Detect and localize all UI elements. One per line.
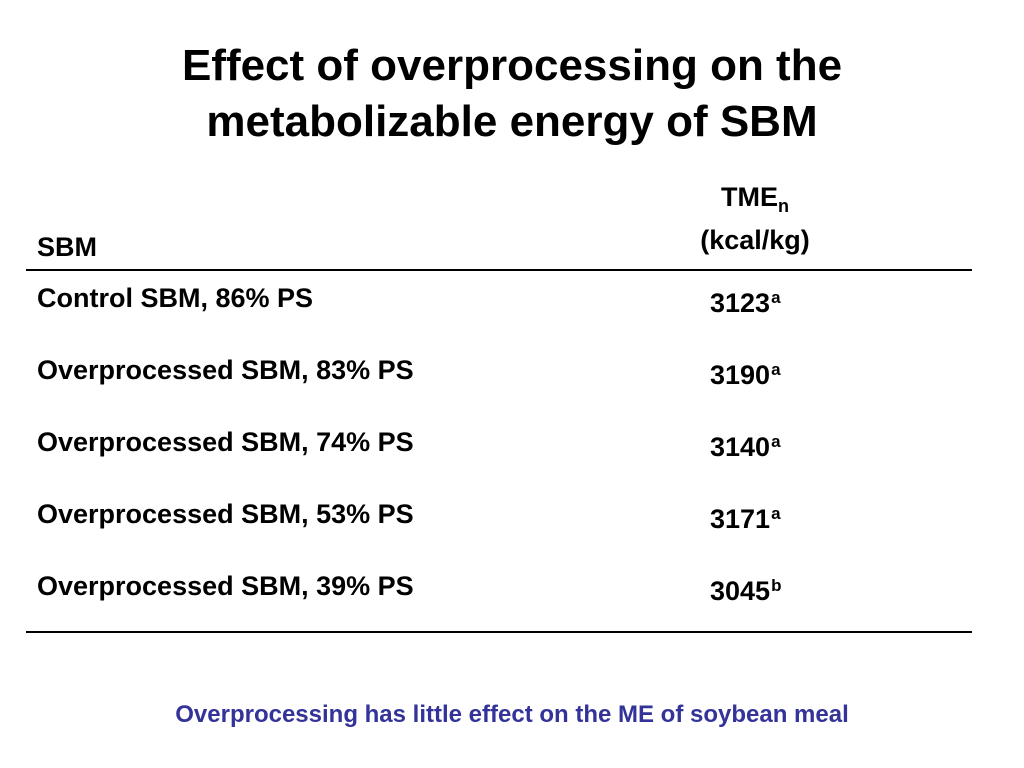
title-line-2: metabolizable energy of SBM <box>206 97 818 146</box>
table-row: Overprocessed SBM, 39% PS 3045b <box>0 569 1024 606</box>
table-bottom-rule <box>26 631 972 633</box>
table-row: Overprocessed SBM, 53% PS 3171a <box>0 497 1024 534</box>
row-value-number: 3190 <box>710 360 771 390</box>
row-value-superscript: a <box>771 288 781 307</box>
row-value-number: 3045 <box>710 576 771 606</box>
row-value: 3190a <box>710 353 781 392</box>
row-value-superscript: a <box>771 432 781 451</box>
tme-label: TMEn <box>655 180 855 223</box>
row-label: Control SBM, 86% PS <box>37 283 314 313</box>
row-value-number: 3171 <box>710 504 771 534</box>
row-label: Overprocessed SBM, 39% PS <box>37 571 414 601</box>
row-value-number: 3140 <box>710 432 771 462</box>
tme-main: TME <box>721 182 778 212</box>
column-header-sbm: SBM <box>37 232 97 262</box>
row-value-superscript: b <box>771 576 782 595</box>
table-row: Control SBM, 86% PS 3123a <box>0 281 1024 318</box>
row-value: 3140a <box>710 425 781 464</box>
row-value-superscript: a <box>771 504 781 523</box>
table-top-rule <box>26 269 972 271</box>
row-label: Overprocessed SBM, 74% PS <box>37 427 414 457</box>
conclusion-note: Overprocessing has little effect on the … <box>175 701 849 728</box>
row-value: 3123a <box>710 281 781 320</box>
row-value-number: 3123 <box>710 288 771 318</box>
tme-unit: (kcal/kg) <box>700 225 810 255</box>
row-value-superscript: a <box>771 360 781 379</box>
row-value: 3045b <box>710 569 781 608</box>
slide-title: Effect of overprocessing on the metaboli… <box>0 38 1024 150</box>
row-label: Overprocessed SBM, 83% PS <box>37 355 414 385</box>
table-row: Overprocessed SBM, 83% PS 3190a <box>0 353 1024 390</box>
tme-subscript: n <box>778 196 789 216</box>
table-row: Overprocessed SBM, 74% PS 3140a <box>0 425 1024 462</box>
title-line-1: Effect of overprocessing on the <box>181 41 843 90</box>
row-label: Overprocessed SBM, 53% PS <box>37 499 414 529</box>
row-value: 3171a <box>710 497 781 536</box>
column-header-tme: TMEn (kcal/kg) <box>655 180 855 257</box>
